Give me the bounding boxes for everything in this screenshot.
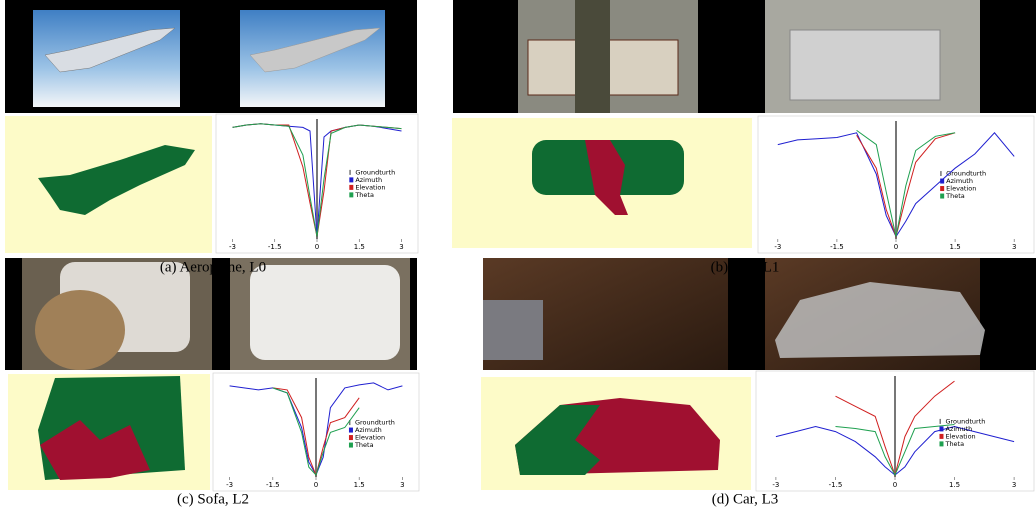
legend-swatch bbox=[940, 179, 944, 184]
x-tick-label: 1.5 bbox=[354, 481, 365, 489]
legend-swatch bbox=[349, 185, 353, 190]
legend-swatch bbox=[349, 435, 353, 440]
legend-swatch bbox=[940, 186, 944, 191]
x-tick-label: -1.5 bbox=[830, 243, 844, 251]
x-tick-label: -1.5 bbox=[266, 481, 280, 489]
x-tick-label: -1.5 bbox=[829, 481, 843, 489]
legend-swatch bbox=[940, 171, 942, 176]
x-tick-label: -3 bbox=[229, 243, 236, 251]
x-tick-label: 1.5 bbox=[354, 243, 365, 251]
x-tick-label: -1.5 bbox=[268, 243, 282, 251]
x-tick-label: 3 bbox=[400, 481, 404, 489]
x-tick-label: 1.5 bbox=[950, 243, 961, 251]
legend-swatch bbox=[349, 443, 353, 448]
legend-swatch bbox=[349, 170, 351, 175]
legend-swatch bbox=[939, 419, 941, 424]
x-tick-label: 0 bbox=[894, 243, 898, 251]
x-tick-label: 0 bbox=[893, 481, 897, 489]
x-tick-label: -3 bbox=[772, 481, 779, 489]
x-tick-label: 3 bbox=[1012, 481, 1016, 489]
legend-label: Theta bbox=[354, 191, 374, 199]
legend-swatch bbox=[939, 441, 943, 446]
cat bbox=[35, 290, 125, 370]
legend-swatch bbox=[349, 428, 353, 433]
caption: (c) Sofa, L2 bbox=[177, 491, 249, 507]
legend-swatch bbox=[939, 426, 943, 431]
sofa-render bbox=[250, 265, 400, 360]
person bbox=[575, 0, 610, 113]
legend-label: Theta bbox=[354, 441, 374, 449]
x-tick-label: 0 bbox=[314, 481, 318, 489]
legend-label: Theta bbox=[944, 440, 964, 448]
x-tick-label: 1.5 bbox=[949, 481, 960, 489]
caption: (d) Car, L3 bbox=[712, 491, 778, 507]
figure: (a) Aeroplane, L0 (b) Bus, L1 (c) Sofa, … bbox=[0, 0, 1036, 510]
x-tick-label: 0 bbox=[315, 243, 319, 251]
car bbox=[483, 300, 543, 360]
x-tick-label: 3 bbox=[1012, 243, 1016, 251]
x-tick-label: -3 bbox=[774, 243, 781, 251]
x-tick-label: -3 bbox=[226, 481, 233, 489]
caption: (b) Bus, L1 bbox=[711, 259, 780, 275]
legend-label: Theta bbox=[945, 192, 965, 200]
legend-swatch bbox=[939, 434, 943, 439]
legend-swatch bbox=[349, 177, 353, 182]
x-tick-label: 3 bbox=[399, 243, 403, 251]
legend-swatch bbox=[940, 194, 944, 199]
caption: (a) Aeroplane, L0 bbox=[160, 259, 266, 275]
legend-swatch bbox=[349, 192, 353, 197]
bus-render bbox=[790, 30, 940, 100]
